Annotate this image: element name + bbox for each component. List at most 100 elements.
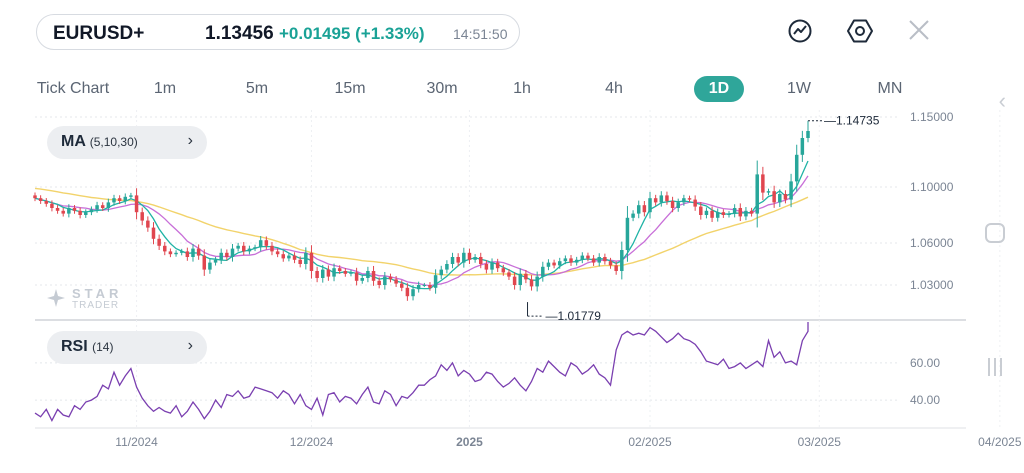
candle-body	[416, 285, 421, 290]
candle-body	[95, 205, 99, 210]
candle-body	[783, 194, 788, 200]
candle-body	[603, 257, 607, 262]
candle-body	[744, 210, 748, 217]
home-icon[interactable]	[984, 222, 1006, 250]
tab-15m[interactable]: 15m	[334, 80, 366, 97]
tab-mn[interactable]: MN	[877, 80, 903, 97]
candle-body	[699, 206, 703, 215]
top-bar: EURUSD+ 1.13456 +0.01495 (+1.33%) 14:51:…	[0, 0, 1024, 62]
price-tick-label: 1.15000	[910, 110, 954, 124]
candle-body	[366, 271, 370, 278]
ma5-line	[34, 160, 809, 290]
back-icon[interactable]: ‹	[998, 88, 1006, 113]
tab-1d[interactable]: 1D	[694, 76, 744, 102]
candle-body	[541, 266, 545, 277]
candle-body	[625, 217, 630, 250]
candle-body	[298, 259, 302, 264]
indicator-icon[interactable]	[787, 18, 813, 44]
recents-icon[interactable]	[984, 356, 1006, 384]
time-tick-label: 04/2025	[978, 435, 1022, 449]
candle-body	[343, 271, 348, 274]
candle-body	[789, 181, 793, 200]
tab-5m[interactable]: 5m	[245, 80, 269, 97]
ma-indicator-chip[interactable]: MA (5,10,30) ›	[47, 126, 207, 159]
candle-body	[354, 272, 359, 281]
candle-body	[287, 255, 291, 259]
candle-body	[614, 265, 618, 271]
candle-body	[687, 198, 692, 200]
rsi-tick-label: 40.00	[910, 393, 940, 407]
candle-body	[230, 248, 235, 257]
candle-body	[439, 269, 443, 276]
candle-body	[732, 208, 737, 214]
candle-body	[484, 264, 489, 270]
settings-hex-icon[interactable]	[846, 18, 873, 44]
price-tick-label: 1.10000	[910, 180, 954, 194]
candle-body	[388, 276, 393, 280]
price-tick-label: 1.03000	[910, 278, 954, 292]
candle-body	[89, 209, 94, 213]
candle-body	[61, 210, 65, 214]
time-tick-label: 12/2024	[290, 435, 334, 449]
tab-1w[interactable]: 1W	[787, 80, 811, 97]
candle-body	[360, 278, 365, 281]
candle-body	[428, 285, 432, 288]
candle-body	[591, 258, 596, 263]
candle-body	[727, 213, 731, 215]
candle-body	[321, 269, 325, 278]
candle-body	[806, 131, 810, 138]
candle-body	[72, 208, 77, 211]
candle-body	[270, 245, 274, 252]
candle-body	[800, 138, 805, 155]
candle-body	[642, 205, 647, 213]
candle-body	[146, 220, 150, 228]
candle-body	[535, 276, 539, 287]
quote-time: 14:51:50	[453, 26, 508, 42]
candle-body	[236, 245, 240, 249]
rsi-indicator-chip[interactable]: RSI (14) ›	[47, 331, 207, 364]
ticker-pill[interactable]: EURUSD+ 1.13456 +0.01495 (+1.33%) 14:51:…	[36, 14, 520, 50]
candle-body	[636, 205, 641, 214]
candle-body	[738, 208, 743, 217]
candle-body	[433, 275, 438, 288]
time-tick-label: 11/2024	[115, 435, 158, 449]
ma10-line	[34, 175, 809, 287]
candle-body	[213, 259, 218, 263]
candle-body	[665, 195, 669, 201]
candle-body	[450, 257, 455, 264]
tab-tick-chart[interactable]: Tick Chart	[36, 80, 110, 97]
candle-body	[253, 247, 257, 249]
candle-body	[258, 240, 263, 248]
candle-body	[55, 208, 60, 211]
tab-1h[interactable]: 1h	[513, 80, 531, 97]
candle-body	[597, 257, 601, 263]
candle-body	[608, 261, 613, 266]
ma30-line	[34, 187, 809, 276]
candle-body	[84, 212, 88, 215]
candle-body	[755, 174, 759, 214]
candle-body	[304, 252, 308, 264]
candle-body	[490, 262, 494, 270]
candle-body	[586, 255, 590, 259]
time-tick-label: 02/2025	[628, 435, 672, 449]
candle-body	[44, 201, 49, 204]
candle-body	[179, 251, 184, 253]
tab-1m[interactable]: 1m	[153, 80, 177, 97]
tab-30m[interactable]: 30m	[426, 80, 458, 97]
candle-body	[580, 255, 585, 260]
candle-body	[710, 210, 714, 218]
candle-body	[326, 269, 331, 277]
close-icon[interactable]	[907, 18, 933, 44]
candle-body	[507, 272, 511, 277]
candle-body	[411, 289, 415, 297]
candle-body	[100, 205, 105, 208]
candle-body	[501, 268, 506, 273]
star-logo-icon	[47, 289, 65, 307]
tab-4h[interactable]: 4h	[605, 80, 623, 97]
candle-body	[219, 252, 223, 260]
candle-body	[202, 255, 207, 270]
time-tick-label: 03/2025	[798, 435, 842, 449]
candle-body	[512, 276, 517, 285]
candle-body	[185, 251, 190, 257]
